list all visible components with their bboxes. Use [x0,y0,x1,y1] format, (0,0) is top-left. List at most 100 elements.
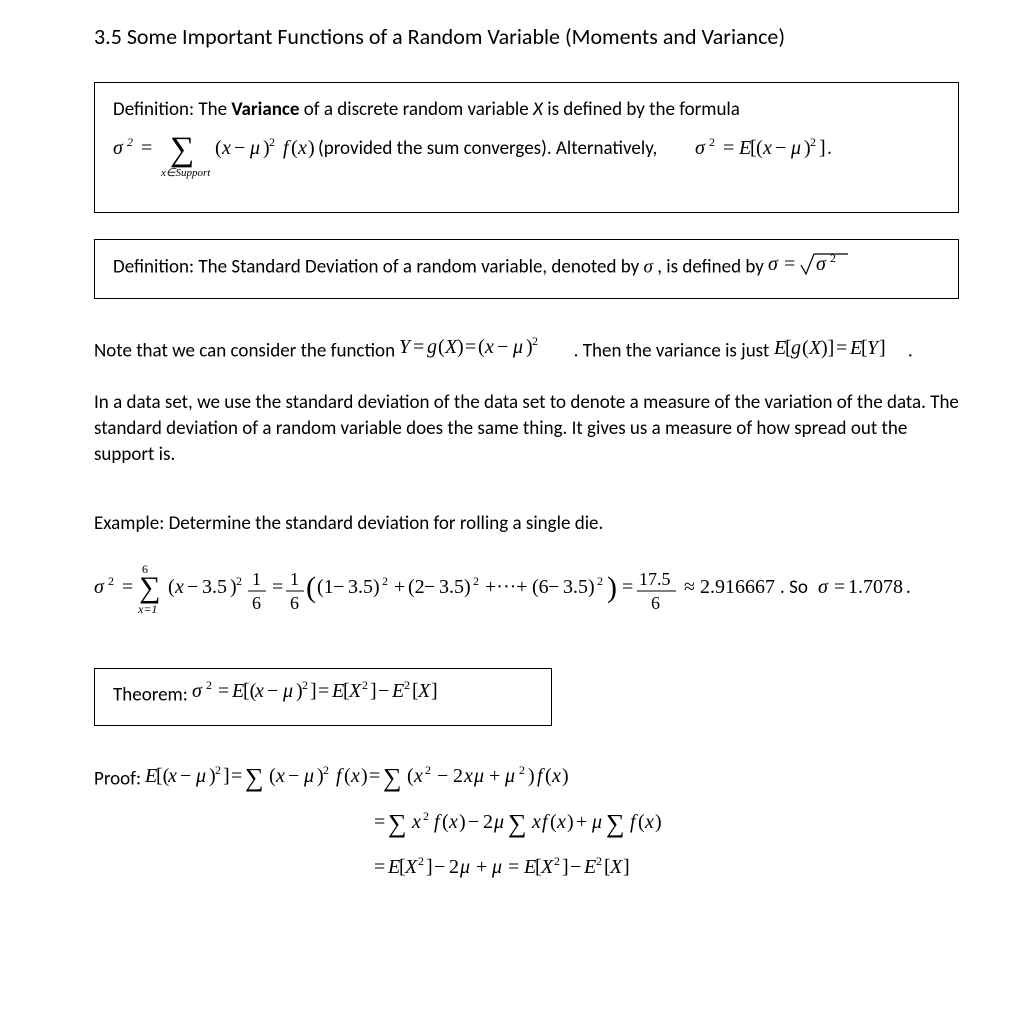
sigma-symbol: σ [644,256,653,277]
svg-text:σ: σ [695,137,706,159]
svg-text:=: = [122,576,133,598]
svg-text:): ) [459,811,466,833]
svg-text:2: 2 [382,574,388,588]
svg-text:μ: μ [249,137,260,159]
svg-text:+: + [576,811,587,833]
svg-text:2: 2 [206,678,212,692]
svg-text:−: − [424,576,435,598]
proof-line-2: = ∑ x 2 f ( x ) − 2 μ ∑ x f ( [94,806,959,848]
svg-text:E: E [391,680,404,702]
svg-text:(: ( [550,811,557,833]
svg-text:∑: ∑ [508,809,527,838]
svg-text:μ: μ [303,765,314,787]
example-heading: Example: Determine the standard deviatio… [94,511,959,537]
svg-text:+: + [489,765,500,787]
svg-text:2: 2 [473,574,479,588]
svg-text:−: − [288,765,299,787]
proof-block: Proof: E [( x − μ ) 2 ] = ∑ ( [94,760,959,889]
svg-text:(: ( [306,571,316,604]
variance-formula: σ 2 = ∑ x∈Support ( x − μ ) 2 f ( x ) [113,128,940,194]
svg-text:2: 2 [269,135,275,149]
svg-text:=: = [784,253,795,275]
svg-text:μ: μ [504,765,515,787]
svg-text:f: f [537,765,545,787]
svg-text:∑: ∑ [170,131,194,168]
svg-text:]: ] [562,856,569,878]
svg-text:=: = [218,680,229,702]
svg-text:]: ] [370,680,377,702]
section-title: 3.5 Some Important Functions of a Random… [94,22,959,52]
svg-text:=: = [508,856,519,878]
proof-label: Proof: [94,767,145,790]
note-para-2: In a data set, we use the standard devia… [94,390,959,467]
svg-text:): ) [655,811,662,833]
proof-eq-2: = ∑ x 2 f ( x ) − 2 μ ∑ x f ( [374,806,794,848]
svg-text:X: X [417,680,431,702]
svg-text:]: ] [431,680,438,702]
svg-text:σ: σ [113,137,124,159]
EgX-EY: E [ g ( X )] = E [ Y ] [774,336,904,368]
svg-text:x: x [762,137,772,159]
theorem-box: Theorem: σ 2 = E [( x − μ ) 2 ] = E [ [94,668,552,726]
proof-line-1: Proof: E [( x − μ ) 2 ] = ∑ ( [94,760,959,800]
svg-text:μ: μ [459,856,470,878]
term-variance: Variance [231,98,299,121]
svg-text:2: 2 [449,856,459,878]
svg-text:σ: σ [818,576,829,598]
svg-text:f: f [434,811,442,833]
svg-text:x: x [448,811,458,833]
var-X: X [533,98,543,121]
svg-text:2.916667: 2.916667 [700,576,775,598]
svg-text:2: 2 [215,763,221,777]
svg-text:=: = [318,680,329,702]
svg-text:−: − [497,336,508,358]
svg-text:2: 2 [418,854,424,868]
svg-text:x: x [531,811,541,833]
svg-text:2: 2 [709,135,715,149]
svg-text:x: x [551,765,561,787]
svg-text:f: f [283,137,291,159]
svg-text:(: ( [168,576,175,598]
svg-text:x: x [484,336,494,358]
svg-text:(6: (6 [532,576,549,598]
svg-text:g: g [791,337,801,359]
svg-text:x: x [221,137,231,159]
func-Y: Y = g ( X ) = ( x − μ ) 2 [399,335,569,369]
svg-text:−: − [434,856,445,878]
svg-text:f: f [630,811,638,833]
svg-text:(: ( [291,137,298,159]
svg-text:): ) [528,765,535,787]
svg-text:−: − [775,137,786,159]
svg-text:−: − [234,137,245,159]
svg-text:−: − [333,576,344,598]
svg-text:σ: σ [192,680,203,702]
svg-text:−: − [468,811,479,833]
svg-text:x: x [411,811,421,833]
svg-text:]: ] [879,337,886,359]
svg-text:μ: μ [491,856,502,878]
svg-text:3.5): 3.5) [348,576,380,598]
svg-text:6: 6 [142,562,148,576]
svg-text:x: x [413,765,423,787]
stddev-definition-box: Definition: The Standard Deviation of a … [94,239,959,299]
svg-text:): ) [567,811,574,833]
svg-text:g: g [427,336,437,358]
svg-text:2: 2 [362,678,368,692]
svg-text:2: 2 [302,678,308,692]
svg-text:=: = [465,336,476,358]
svg-text:−: − [267,680,278,702]
svg-text:): ) [562,765,569,787]
theorem-formula: σ 2 = E [( x − μ ) 2 ] = E [ X 2 ] [192,679,492,713]
svg-text:E: E [583,856,596,878]
svg-text:2: 2 [127,135,133,149]
svg-text:]: ] [426,856,433,878]
svg-text:μ: μ [473,765,484,787]
svg-text:x: x [463,765,473,787]
svg-text:=: = [622,576,633,598]
note-para-1: Note that we can consider the function Y… [94,335,959,369]
svg-text:(provided the sum converges).: (provided the sum converges). Alternativ… [318,137,657,160]
svg-text:): ) [308,137,315,159]
proof-eq-3: = E [ X 2 ] − 2 μ + μ = E [ X [374,853,734,889]
svg-text:2: 2 [108,574,114,588]
svg-text:=: = [834,576,845,598]
